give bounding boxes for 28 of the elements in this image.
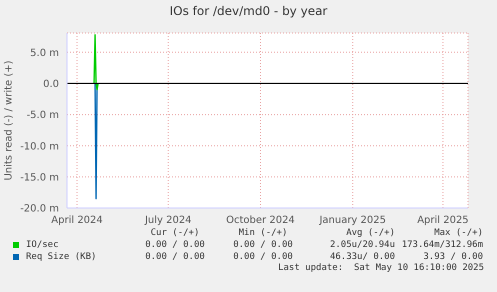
x-tick-label: July 2024 bbox=[144, 215, 192, 226]
text: Last update: Sat May 10 16:10:00 2025 bbox=[277, 263, 485, 275]
x-tick-label: April 2024 bbox=[51, 215, 103, 226]
chart-title: IOs for /dev/md0 - by year bbox=[168, 4, 328, 18]
legend-label: IO/sec bbox=[26, 240, 59, 250]
x-tick-label: April 2025 bbox=[417, 215, 469, 226]
text: 0.00 / 0.00 bbox=[232, 240, 294, 250]
text: 2.05u/20.94u bbox=[328, 240, 395, 250]
text: 46.33u/ 0.00 bbox=[328, 252, 395, 262]
text: Cur (-/+) bbox=[150, 228, 200, 238]
text: 3.93 / 0.00 bbox=[422, 252, 483, 262]
legend-label: Req Size (KB) bbox=[26, 252, 96, 262]
text: Max (-/+) bbox=[433, 228, 483, 238]
y-tick-label: -10.0 m bbox=[20, 141, 59, 152]
x-tick-label: October 2024 bbox=[226, 215, 295, 226]
text: 0.00 / 0.00 bbox=[144, 252, 206, 262]
y-tick-label: -5.0 m bbox=[26, 110, 59, 122]
y-tick-label: 5.0 m bbox=[30, 48, 59, 59]
x-tick-label: January 2025 bbox=[318, 215, 386, 226]
text: 0.00 / 0.00 bbox=[144, 240, 206, 250]
text: 173.64m/312.96m bbox=[400, 240, 483, 250]
y-tick-label: 0.0 bbox=[43, 78, 59, 90]
y-tick-label: -20.0 m bbox=[20, 204, 59, 215]
y-axis-title: Units read (-) / write (+) bbox=[4, 60, 14, 181]
y-tick-label: -15.0 m bbox=[20, 172, 59, 184]
text: Avg (-/+) bbox=[345, 228, 395, 238]
text: 0.00 / 0.00 bbox=[232, 252, 294, 262]
text: Min (-/+) bbox=[238, 228, 288, 238]
